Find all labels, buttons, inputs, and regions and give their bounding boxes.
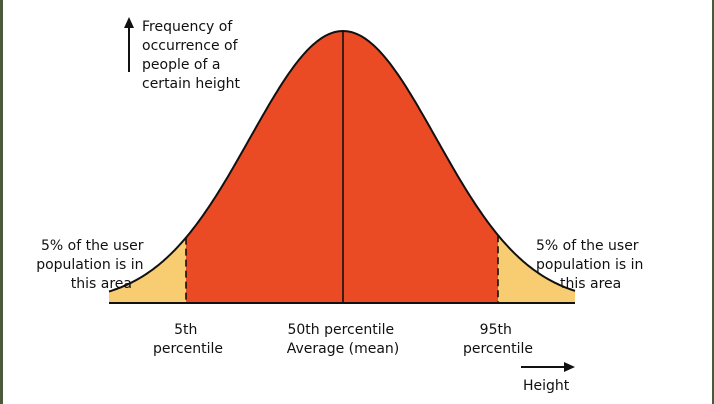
x-axis-label: Height	[523, 378, 570, 394]
right-area-label: 5% of the user population is in this are…	[536, 238, 648, 292]
p95-label: 95th percentile	[463, 322, 533, 357]
left-area-label: 5% of the user population is in this are…	[36, 238, 148, 292]
left-tail-area	[109, 237, 186, 303]
normal-distribution-diagram: Frequency of occurrence of people of a c…	[36, 17, 648, 394]
right-tail-area	[498, 235, 575, 303]
p5-label: 5th percentile	[153, 322, 223, 357]
p50-label: 50th percentile Average (mean)	[287, 322, 400, 357]
up-arrow-icon	[124, 17, 134, 28]
bell-curve	[108, 29, 576, 293]
center-area	[186, 31, 498, 303]
right-arrow-icon	[564, 362, 575, 372]
y-axis-label: Frequency of occurrence of people of a c…	[142, 19, 242, 92]
